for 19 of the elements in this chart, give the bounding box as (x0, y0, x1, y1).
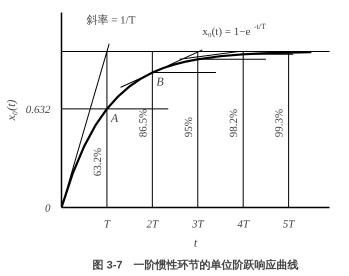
annotation: 99.3% (274, 108, 286, 138)
x-tick-label: 2T (146, 218, 160, 230)
annotation: A (110, 110, 119, 125)
x-tick-label: 3T (190, 218, 204, 230)
annotation: 95% (182, 117, 195, 138)
y-tick-label: 0 (45, 202, 51, 214)
x-tick-label: 4T (237, 218, 250, 230)
y-tick-label: 0.632 (26, 104, 51, 116)
annotation: 86.5% (137, 108, 150, 138)
annotation: B (156, 74, 164, 89)
x-axis-title: t (194, 236, 198, 250)
annotation: x₀(t) = 1−e-t/T (202, 22, 266, 38)
x-tick-label: 5T (282, 218, 296, 230)
annotation: 98.2% (228, 108, 240, 138)
annotation: 斜率 = 1/T (86, 13, 136, 26)
annotation: 63.2% (92, 148, 104, 176)
x-tick-label: T (104, 218, 111, 230)
y-axis-title: x₀(t) (4, 100, 18, 122)
text: 图 3-7 一阶惯性环节的单位阶跃响应曲线 (92, 258, 298, 272)
